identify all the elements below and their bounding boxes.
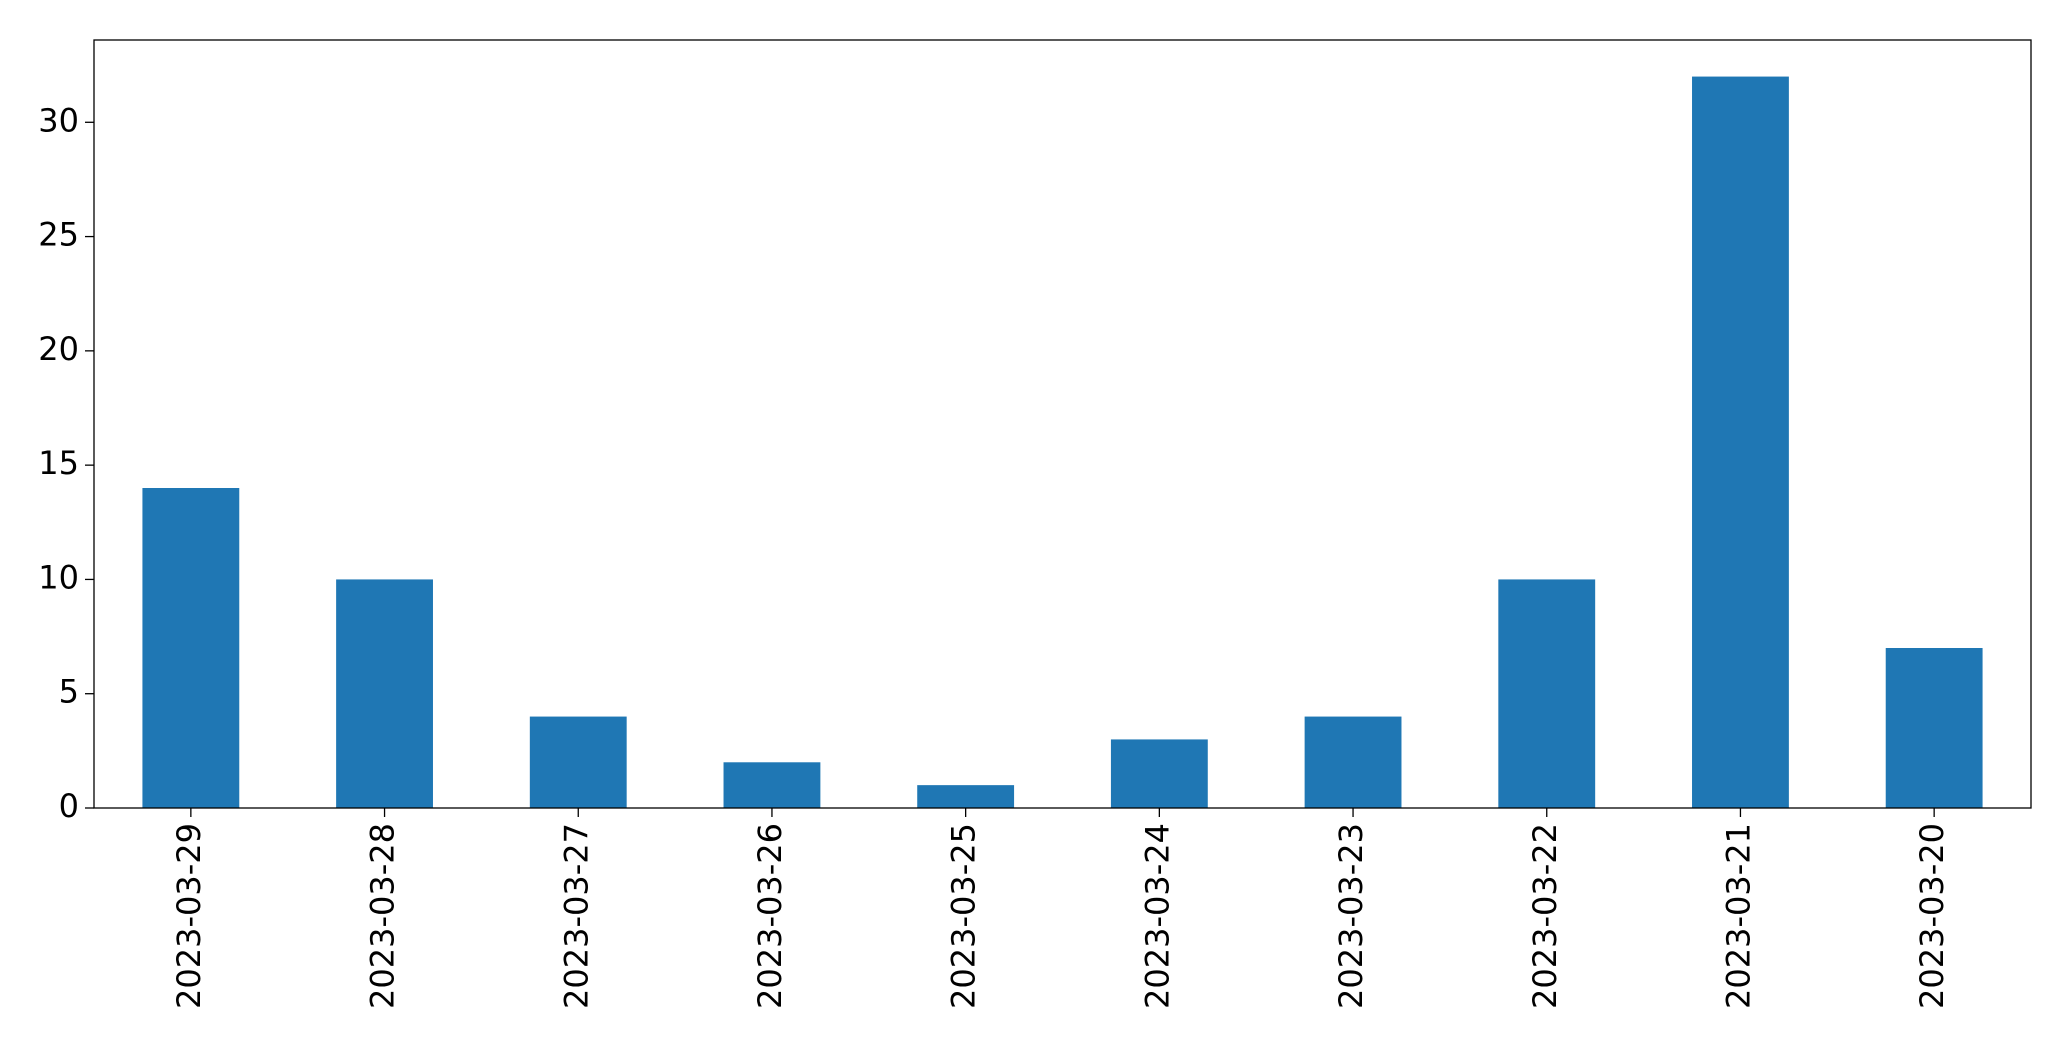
bar <box>1885 648 1983 808</box>
y-tick-label: 25 <box>38 216 79 254</box>
bar <box>336 579 433 808</box>
bar <box>142 488 240 808</box>
x-tick-label: 2023-03-26 <box>751 823 789 1009</box>
y-tick-label: 20 <box>38 330 79 368</box>
y-tick-label: 10 <box>38 558 79 596</box>
bar <box>1110 739 1208 808</box>
y-tick-label: 15 <box>38 444 79 482</box>
x-tick-label: 2023-03-29 <box>170 823 208 1009</box>
bar <box>1498 579 1596 808</box>
x-tick-label: 2023-03-27 <box>557 823 595 1009</box>
x-tick-label: 2023-03-28 <box>364 823 402 1009</box>
y-tick-label: 0 <box>59 787 79 825</box>
x-tick-label: 2023-03-22 <box>1526 823 1564 1009</box>
plot-frame <box>93 39 2032 809</box>
bar <box>1304 716 1402 808</box>
x-tick-label: 2023-03-23 <box>1332 823 1370 1009</box>
x-tick-label: 2023-03-21 <box>1719 823 1757 1009</box>
bar <box>723 762 821 808</box>
bar <box>1692 76 1789 809</box>
y-tick-label: 5 <box>59 673 79 711</box>
x-tick-label: 2023-03-24 <box>1138 823 1176 1009</box>
y-tick-label: 30 <box>38 101 79 139</box>
bar <box>917 785 1015 808</box>
x-tick-label: 2023-03-20 <box>1913 823 1951 1009</box>
x-tick-label: 2023-03-25 <box>945 823 983 1009</box>
bar <box>529 716 627 808</box>
